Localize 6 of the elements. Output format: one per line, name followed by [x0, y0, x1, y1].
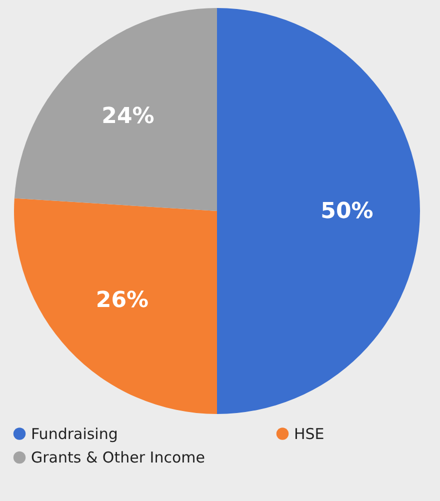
legend-label: Fundraising	[31, 424, 118, 443]
legend-label: Grants & Other Income	[31, 448, 205, 466]
data-label: 24%	[102, 104, 154, 130]
legend-label: HSE	[294, 424, 324, 443]
data-label: 26%	[96, 288, 149, 313]
data-label: 50%	[320, 199, 374, 224]
